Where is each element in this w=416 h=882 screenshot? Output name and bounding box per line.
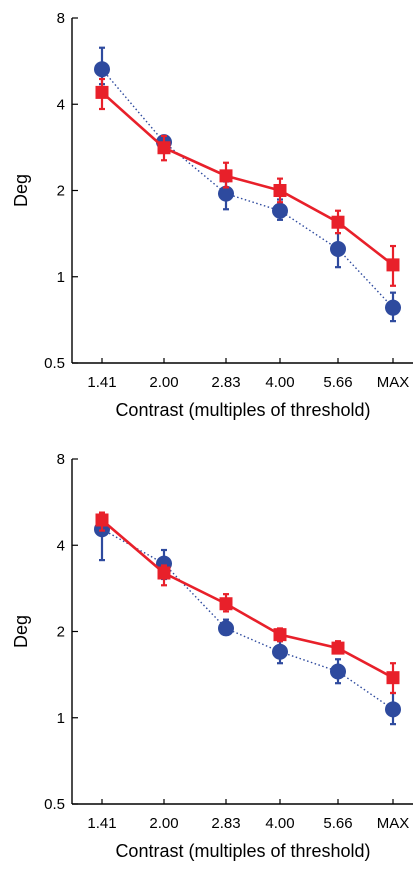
circle-marker [94, 61, 110, 78]
square-marker [386, 258, 400, 272]
y-axis-label: Deg [11, 615, 31, 648]
x-tick-label: 5.66 [323, 815, 352, 832]
circle-marker [272, 202, 288, 219]
y-tick-label: 0.5 [44, 796, 65, 813]
circle-marker [385, 701, 401, 718]
top-chart-panel: 0.5 1 2 4 8 1.41 2.00 2.83 4.00 5.66 MAX Contrast (… [11, 10, 413, 420]
x-tick-label: 2.83 [211, 815, 240, 832]
square-marker [386, 671, 400, 685]
y-tick-label: 8 [57, 451, 65, 468]
top-chart: 0.5 1 2 4 8 1.41 2.00 2.83 4.00 5.66 MAX Contrast (… [11, 10, 413, 420]
circle-marker [272, 643, 288, 660]
y-tick-label: 4 [57, 537, 65, 554]
square-marker [157, 141, 171, 155]
square-marker [157, 566, 171, 580]
x-tick-label: 2.83 [211, 374, 240, 391]
square-series-line [101, 91, 394, 266]
circle-marker [330, 663, 346, 680]
y-tick-label: 2 [57, 183, 65, 200]
y-axis-label: Deg [11, 174, 31, 207]
square-marker [219, 169, 233, 183]
x-tick-label: 2.00 [149, 815, 178, 832]
square-marker [273, 628, 287, 642]
square-series-line [101, 519, 394, 679]
bottom-chart-panel: 0.5 1 2 4 8 1.41 2.00 2.83 4.00 5.66 MAX Contrast (… [0, 441, 416, 882]
circle-marker [385, 299, 401, 316]
y-tick-label: 0.5 [44, 355, 65, 372]
x-tick-label: 2.00 [149, 374, 178, 391]
square-marker [331, 215, 345, 229]
square-marker [331, 641, 345, 655]
y-tick-label: 1 [57, 269, 65, 286]
y-tick-label: 1 [57, 710, 65, 727]
square-marker [219, 597, 233, 611]
x-tick-label: 4.00 [265, 374, 294, 391]
x-tick-label: 5.66 [323, 374, 352, 391]
y-tick-label: 4 [57, 96, 65, 113]
bottom-chart: 0.5 1 2 4 8 1.41 2.00 2.83 4.00 5.66 MAX Contrast (… [11, 451, 413, 861]
circle-marker [330, 240, 346, 257]
circle-marker [218, 185, 234, 202]
y-tick-label: 8 [57, 10, 65, 27]
x-axis-label: Contrast (multiples of threshold) [115, 841, 370, 861]
square-marker [273, 184, 287, 197]
x-tick-label: 1.41 [87, 815, 116, 832]
circle-series-line [101, 68, 394, 309]
x-axis-label: Contrast (multiples of threshold) [115, 400, 370, 420]
x-tick-label: 1.41 [87, 374, 116, 391]
x-tick-label: MAX [377, 815, 410, 832]
circle-marker [218, 620, 234, 637]
x-tick-label: MAX [377, 374, 410, 391]
square-marker [95, 513, 109, 527]
square-marker [95, 85, 109, 99]
y-tick-label: 2 [57, 624, 65, 641]
x-tick-label: 4.00 [265, 815, 294, 832]
